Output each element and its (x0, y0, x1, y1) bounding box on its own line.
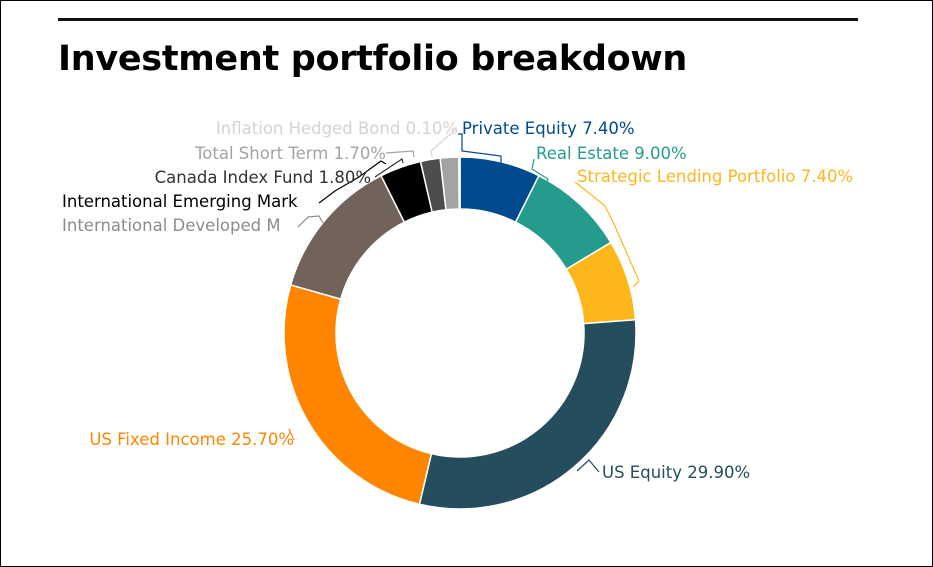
slice-inflation-hedged-bond (458, 156, 461, 210)
leader-line-strategic-lending-portfolio (574, 181, 640, 288)
slice-label-us-fixed-income: US Fixed Income 25.70% (89, 430, 294, 449)
slice-label-canada-index-fund: Canada Index Fund 1.80% (155, 168, 371, 187)
leader-line-canada-index-fund (374, 158, 404, 178)
slice-us-fixed-income (283, 284, 433, 506)
chart-title: Investment portfolio breakdown (58, 39, 687, 79)
slice-label-private-equity: Private Equity 7.40% (462, 119, 635, 138)
slice-label-international-emerging-markets: International Emerging Mark (62, 192, 298, 211)
slice-label-strategic-lending-portfolio: Strategic Lending Portfolio 7.40% (577, 167, 853, 186)
slice-label-us-equity: US Equity 29.90% (602, 463, 750, 482)
leader-line-us-fixed-income (288, 428, 295, 441)
title-rule (58, 18, 858, 21)
leader-line-international-developed-markets (297, 215, 324, 228)
leader-line-inflation-hedged-bond (430, 128, 457, 158)
leader-line-real-estate (531, 158, 549, 184)
leader-line-international-emerging-markets (318, 160, 387, 204)
slice-label-real-estate: Real Estate 9.00% (536, 144, 687, 163)
slice-international-developed-markets (289, 174, 406, 301)
slice-label-international-developed-markets: International Developed M (62, 216, 281, 235)
slice-label-total-short-term: Total Short Term 1.70% (194, 144, 386, 163)
leader-line-total-short-term (385, 150, 415, 158)
leader-line-us-equity (576, 459, 600, 473)
leader-line-private-equity (458, 133, 502, 164)
slice-label-inflation-hedged-bond: Inflation Hedged Bond 0.10% (216, 119, 458, 138)
